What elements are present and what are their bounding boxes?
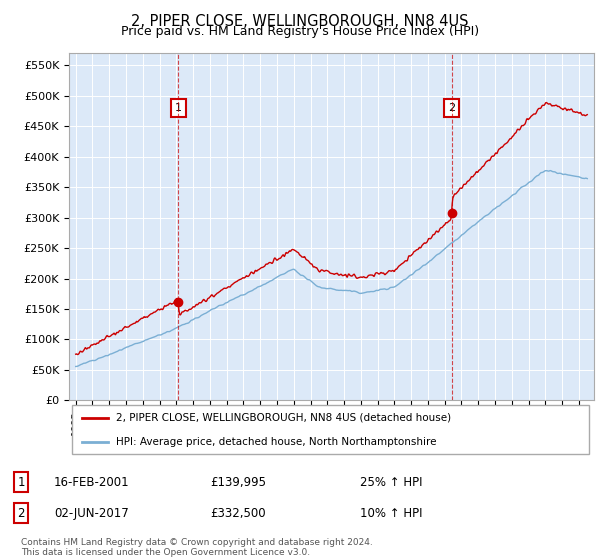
Text: 25% ↑ HPI: 25% ↑ HPI (360, 476, 422, 489)
Text: 2: 2 (448, 103, 455, 113)
Text: 1: 1 (17, 476, 25, 489)
Text: Price paid vs. HM Land Registry's House Price Index (HPI): Price paid vs. HM Land Registry's House … (121, 25, 479, 38)
Text: 2, PIPER CLOSE, WELLINGBOROUGH, NN8 4US: 2, PIPER CLOSE, WELLINGBOROUGH, NN8 4US (131, 14, 469, 29)
Text: 16-FEB-2001: 16-FEB-2001 (54, 476, 130, 489)
Text: 2: 2 (17, 507, 25, 520)
Text: 02-JUN-2017: 02-JUN-2017 (54, 507, 129, 520)
Text: 1: 1 (175, 103, 182, 113)
Text: Contains HM Land Registry data © Crown copyright and database right 2024.
This d: Contains HM Land Registry data © Crown c… (21, 538, 373, 557)
Text: £139,995: £139,995 (210, 476, 266, 489)
Text: 2, PIPER CLOSE, WELLINGBOROUGH, NN8 4US (detached house): 2, PIPER CLOSE, WELLINGBOROUGH, NN8 4US … (116, 413, 451, 423)
Text: £332,500: £332,500 (210, 507, 266, 520)
Text: 10% ↑ HPI: 10% ↑ HPI (360, 507, 422, 520)
FancyBboxPatch shape (71, 405, 589, 454)
Text: HPI: Average price, detached house, North Northamptonshire: HPI: Average price, detached house, Nort… (116, 436, 437, 446)
